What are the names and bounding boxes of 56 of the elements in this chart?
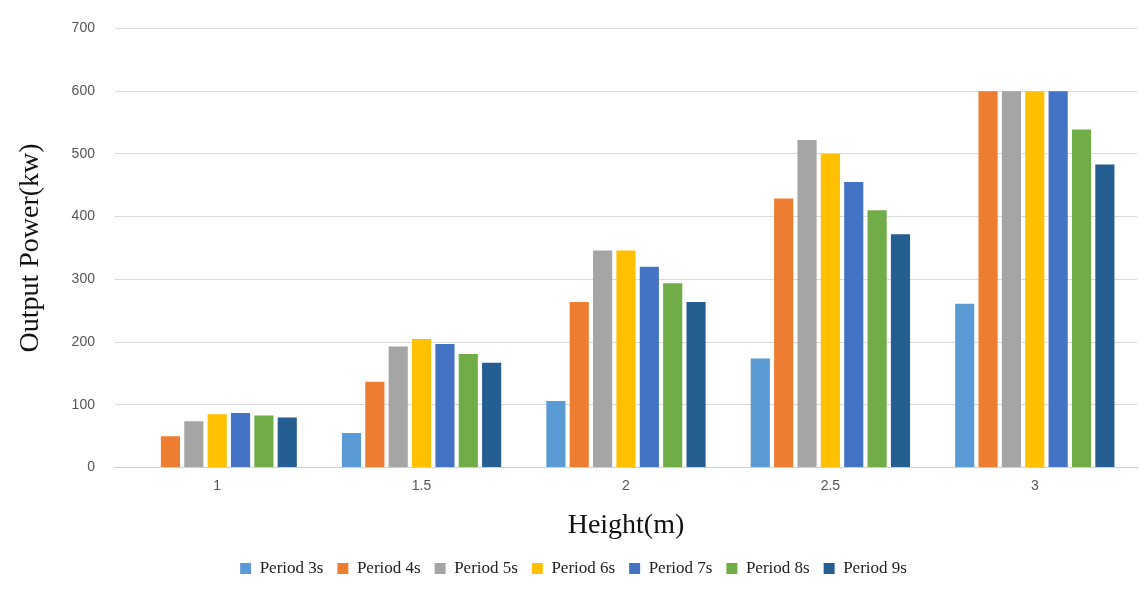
bar bbox=[435, 344, 455, 468]
bar bbox=[890, 234, 911, 468]
bar bbox=[160, 436, 181, 468]
bar bbox=[1001, 91, 1022, 468]
y-tick-label: 700 bbox=[71, 19, 96, 36]
bar bbox=[207, 414, 227, 468]
bar bbox=[482, 362, 502, 468]
x-tick-label: 2 bbox=[622, 476, 631, 493]
bar bbox=[546, 401, 566, 468]
y-tick-label: 500 bbox=[71, 144, 96, 161]
legend-label: Period 7s bbox=[648, 557, 713, 577]
bar bbox=[458, 354, 478, 468]
bar bbox=[686, 301, 706, 468]
legend-label: Period 8s bbox=[745, 557, 810, 577]
bar bbox=[569, 301, 589, 468]
bar bbox=[820, 153, 840, 468]
x-tick-label: 3 bbox=[1030, 476, 1039, 493]
bar bbox=[1048, 91, 1068, 468]
bar bbox=[388, 346, 408, 468]
bar bbox=[184, 421, 204, 468]
bar bbox=[955, 303, 975, 468]
y-tick-label: 600 bbox=[71, 82, 96, 98]
y-tick-label: 0 bbox=[87, 458, 96, 475]
bar bbox=[867, 210, 887, 468]
legend-label: Period 5s bbox=[454, 557, 518, 577]
bar bbox=[1095, 164, 1115, 468]
x-tick-label: 1.5 bbox=[411, 476, 432, 493]
bar bbox=[616, 250, 636, 468]
bar bbox=[639, 266, 659, 468]
bar bbox=[844, 182, 864, 468]
bar bbox=[774, 198, 794, 468]
bar bbox=[411, 338, 432, 468]
bar bbox=[978, 91, 998, 468]
bar bbox=[254, 415, 274, 468]
bar bbox=[593, 250, 613, 468]
bar bbox=[1025, 91, 1045, 468]
legend-label: Period 4s bbox=[356, 557, 421, 577]
x-tick-label: 2.5 bbox=[820, 476, 841, 493]
bar bbox=[341, 433, 362, 468]
y-axis-title: Output Power(kw) bbox=[13, 143, 45, 353]
bar bbox=[277, 417, 297, 468]
bar bbox=[365, 381, 385, 468]
bar bbox=[1071, 129, 1092, 468]
y-tick-label: 300 bbox=[71, 270, 96, 287]
y-tick-label: 400 bbox=[71, 207, 96, 224]
y-tick-label: 200 bbox=[71, 332, 96, 349]
legend-label: Period 9s bbox=[843, 557, 907, 577]
bar bbox=[750, 358, 770, 468]
y-tick-label: 100 bbox=[71, 395, 96, 412]
x-axis-title: Height(m) bbox=[567, 507, 685, 539]
legend-label: Period 3s bbox=[259, 557, 324, 577]
bar bbox=[797, 140, 817, 468]
bar bbox=[663, 283, 683, 468]
legend-label: Period 6s bbox=[551, 557, 616, 577]
bar bbox=[230, 413, 251, 468]
x-tick-label: 1 bbox=[213, 476, 222, 493]
